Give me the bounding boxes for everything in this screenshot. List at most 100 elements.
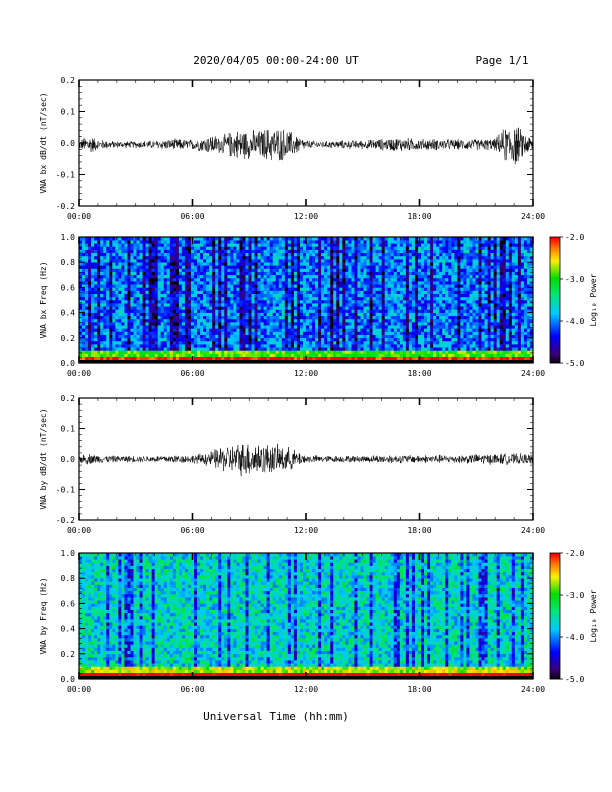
spectrogram-cell xyxy=(212,347,216,351)
spectrogram-cell xyxy=(197,347,201,351)
spectrogram-cell xyxy=(130,268,134,272)
spectrogram-cell xyxy=(445,318,449,323)
spectrogram-cell xyxy=(212,300,216,304)
spectrogram-cell xyxy=(154,246,158,250)
spectrogram-cell xyxy=(366,287,370,291)
spectrogram-cell xyxy=(203,265,207,269)
spectrogram-cell xyxy=(290,328,295,332)
spectrogram-cell xyxy=(266,322,270,326)
spectrogram-cell xyxy=(203,284,207,288)
spectrogram-cell xyxy=(360,240,364,244)
spectrogram-cell xyxy=(245,281,249,285)
spectrogram-cell xyxy=(363,281,367,285)
spectrogram-cell xyxy=(266,284,270,288)
spectrogram-cell xyxy=(281,322,286,326)
spectrogram-cell xyxy=(417,344,422,348)
spectrogram-cell xyxy=(375,315,379,320)
spectrogram-cell xyxy=(381,255,385,260)
spectrogram-cell xyxy=(354,315,358,320)
spectrogram-cell xyxy=(290,309,295,313)
spectrogram-cell xyxy=(393,265,398,269)
spectrogram-cell xyxy=(82,353,86,357)
spectrogram-cell xyxy=(269,255,274,260)
spectrogram-cell xyxy=(275,322,280,326)
spectrogram-cell xyxy=(151,293,155,298)
spectrogram-cell xyxy=(390,328,395,332)
spectrogram-cell xyxy=(94,350,98,354)
spectrogram-cell xyxy=(302,287,307,291)
spectrogram-cell xyxy=(339,296,343,301)
spectrogram-cell xyxy=(424,252,428,257)
spectrogram-cell xyxy=(172,237,177,241)
spectrogram-cell xyxy=(306,240,310,244)
spectrogram-cell xyxy=(312,243,316,247)
spectrogram-cell xyxy=(284,344,289,348)
spectrogram-cell xyxy=(239,322,243,326)
spectrogram-cell xyxy=(166,259,171,263)
spectrogram-cell xyxy=(227,325,231,329)
spectrogram-cell xyxy=(154,315,158,320)
spectrogram-cell xyxy=(369,268,373,272)
spectrogram-cell xyxy=(82,262,86,266)
spectrogram-cell xyxy=(411,287,416,291)
spectrogram-cell xyxy=(342,287,346,291)
spectrogram-cell xyxy=(287,306,292,310)
spectrogram-cell xyxy=(212,353,216,357)
spectrogram-cell xyxy=(197,290,201,294)
spectrogram-cell xyxy=(94,325,98,329)
spectrogram-cell xyxy=(387,325,392,329)
spectrogram-cell xyxy=(91,265,95,269)
spectrogram-cell xyxy=(100,277,104,282)
spectrogram-cell xyxy=(248,318,252,323)
spectrogram-cell xyxy=(94,315,98,320)
spectrogram-cell xyxy=(160,252,165,257)
spectrogram-cell xyxy=(85,268,89,272)
spectrogram-cell xyxy=(414,309,419,313)
spectrogram-cell xyxy=(151,252,155,257)
spectrogram-cell xyxy=(221,300,225,304)
spectrogram-cell xyxy=(399,309,404,313)
spectrogram-cell xyxy=(408,340,413,345)
spectrogram-cell xyxy=(142,290,146,294)
spectrogram-cell xyxy=(393,259,398,263)
spectrogram-cell xyxy=(387,347,392,351)
spectrogram-cell xyxy=(266,243,270,247)
spectrogram-cell xyxy=(224,340,228,345)
spectrogram-cell xyxy=(366,284,370,288)
spectrogram-cell xyxy=(369,328,373,332)
spectrogram-cell xyxy=(390,249,395,254)
spectrogram-cell xyxy=(209,249,213,254)
spectrogram-cell xyxy=(106,344,110,348)
spectrogram-cell xyxy=(236,337,240,342)
spectrogram-cell xyxy=(318,312,322,317)
spectrogram-cell xyxy=(251,337,255,342)
spectrogram-cell xyxy=(399,350,404,354)
spectrogram-cell xyxy=(263,337,267,342)
spectrogram-cell xyxy=(408,249,413,254)
spectrogram-cell xyxy=(281,334,286,339)
spectrogram-cell xyxy=(133,318,137,323)
y-axis-label: VNA bx dB/dt (nT/sec) xyxy=(39,92,48,193)
spectrogram-cell xyxy=(399,340,404,345)
spectrogram-cell xyxy=(369,277,373,282)
spectrogram-cell xyxy=(363,315,367,320)
spectrogram-cell xyxy=(142,284,146,288)
spectrogram-cell xyxy=(327,287,331,291)
spectrogram-cell xyxy=(333,293,337,298)
spectrogram-cell xyxy=(390,262,395,266)
spectrogram-cell xyxy=(427,249,431,254)
spectrogram-cell xyxy=(130,265,134,269)
x-tick-label: 06:00 xyxy=(180,212,204,221)
spectrogram-cell xyxy=(172,322,177,326)
spectrogram-cell xyxy=(133,328,137,332)
spectrogram-cell xyxy=(85,296,89,301)
spectrogram-cell xyxy=(200,259,204,263)
spectrogram-cell xyxy=(200,255,204,260)
spectrogram-cell xyxy=(333,306,337,310)
spectrogram-cell xyxy=(163,322,168,326)
spectrogram-cell xyxy=(445,356,449,361)
spectrogram-cell xyxy=(212,249,216,254)
spectrogram-cell xyxy=(306,262,310,266)
spectrogram-cell xyxy=(97,303,101,307)
spectrogram-cell xyxy=(287,331,292,335)
